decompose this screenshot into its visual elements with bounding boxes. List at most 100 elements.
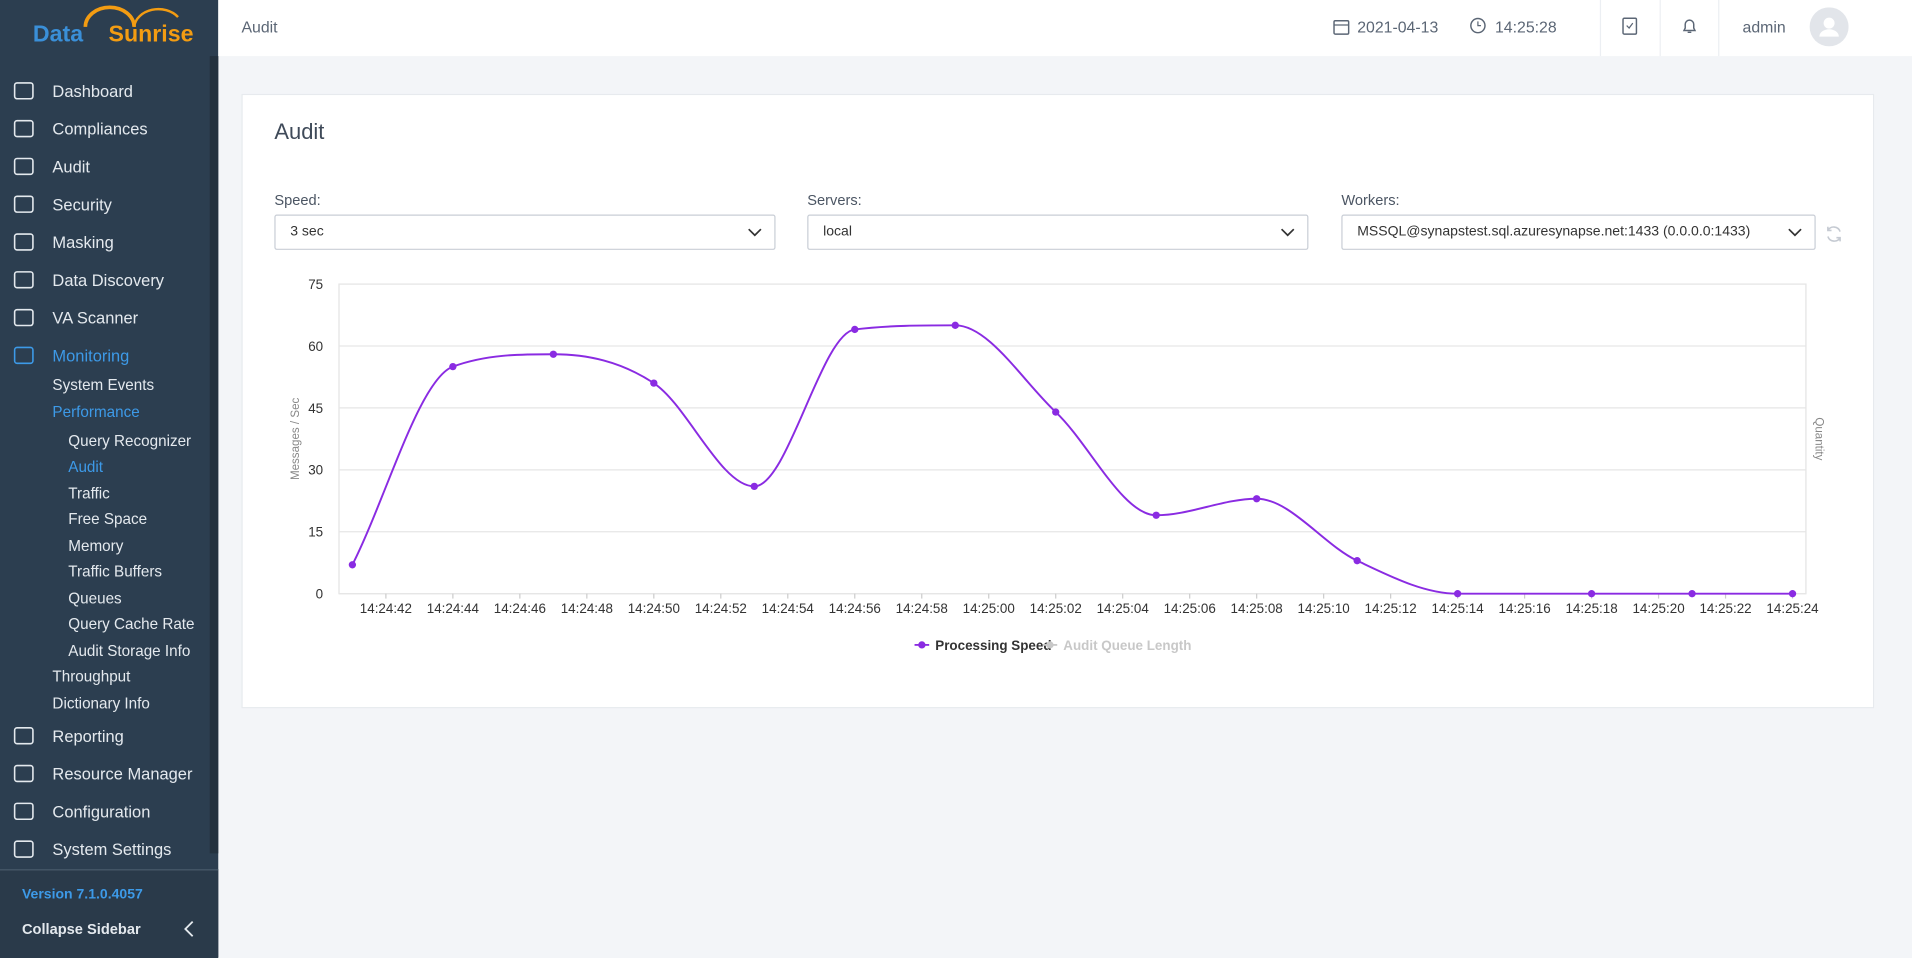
chevron <box>748 228 762 237</box>
logo: Data Sunrise <box>33 5 194 46</box>
filter-label: Servers: <box>807 191 862 209</box>
header: Audit 2021-04-13 14:25:28 admin <box>218 0 1912 57</box>
plot-border <box>338 283 1807 595</box>
tasks-icon[interactable] <box>1622 16 1638 36</box>
menu-item[interactable]: Throughput <box>52 668 131 686</box>
y-tick-label: 30 <box>308 463 323 478</box>
icon-shape <box>13 157 34 176</box>
point <box>1152 511 1160 519</box>
card: Audit Speed: 3 sec Servers: local Workers: MS… <box>241 93 1875 709</box>
menu-item[interactable]: Monitoring <box>52 346 130 366</box>
select[interactable]: MSSQL@synapstest.sql.azuresynapse.net:14… <box>1341 214 1816 250</box>
x-tick-label: 14:25:22 <box>1699 601 1751 616</box>
point <box>1052 408 1060 416</box>
select-value: MSSQL@synapstest.sql.azuresynapse.net:14… <box>1357 224 1751 239</box>
x-tick-label: 14:24:48 <box>561 601 613 616</box>
menu-icon <box>13 82 34 100</box>
menu-item[interactable]: Traffic Buffers <box>68 563 163 581</box>
point <box>851 325 859 334</box>
point <box>549 350 557 358</box>
x-tick-label: 14:24:42 <box>360 601 412 616</box>
clock-icon <box>1470 17 1486 34</box>
menu-icon <box>13 308 34 327</box>
point <box>650 379 658 387</box>
series-line <box>351 324 1793 595</box>
logo-text: Sunrise <box>109 20 194 46</box>
menu-item[interactable]: Memory <box>68 537 124 555</box>
logo-arc <box>83 5 136 27</box>
menu-icon <box>13 233 34 251</box>
icon-shape <box>1682 19 1697 34</box>
menu-item[interactable]: Free Space <box>68 510 148 528</box>
x-tick-label: 14:25:10 <box>1298 601 1350 616</box>
avatar[interactable] <box>1809 7 1849 47</box>
menu-item[interactable]: System Settings <box>52 839 172 859</box>
x-tick-label: 14:25:18 <box>1565 601 1617 616</box>
menu-item[interactable]: Reporting <box>52 726 124 745</box>
x-tick-label: 14:24:50 <box>628 601 680 616</box>
icon-shape <box>13 346 34 365</box>
menu-item[interactable]: Audit <box>68 458 104 476</box>
chevron <box>1280 228 1295 237</box>
x-tick-label: 14:24:46 <box>494 601 546 616</box>
menu-item[interactable]: Compliances <box>52 120 148 139</box>
separator <box>1718 0 1720 57</box>
menu-item[interactable]: Audit Storage Info <box>68 641 191 659</box>
x-tick-label: 14:25:04 <box>1097 601 1150 616</box>
bell-icon[interactable] <box>1682 17 1698 35</box>
y2-axis-label: Quantity <box>1813 417 1825 460</box>
x-tick-label: 14:25:08 <box>1231 601 1283 616</box>
collapse-sidebar[interactable]: Collapse Sidebar <box>21 920 141 938</box>
chevron-path <box>1788 228 1802 237</box>
filter-label: Workers: <box>1341 191 1400 209</box>
menu-item[interactable]: Audit <box>52 157 90 177</box>
menu-item[interactable]: Resource Manager <box>52 764 193 783</box>
x-tick-label: 14:25:02 <box>1030 601 1082 616</box>
icon-shape <box>13 119 34 138</box>
icon-shape <box>13 726 34 744</box>
icon-shape <box>1477 21 1481 27</box>
menu-item[interactable]: System Events <box>52 376 155 394</box>
separator <box>1659 0 1661 57</box>
menu-item[interactable]: Dictionary Info <box>52 694 150 712</box>
menu-item[interactable]: Configuration <box>52 802 151 821</box>
menu-item[interactable]: Performance <box>52 402 140 420</box>
menu-item[interactable]: Dashboard <box>52 82 133 101</box>
select-value: 3 sec <box>290 224 324 239</box>
refresh-icon[interactable] <box>1824 224 1844 244</box>
icon-shape <box>13 801 34 820</box>
menu-icon <box>13 271 34 289</box>
select[interactable]: local <box>807 214 1309 250</box>
x-tick-label: 14:25:20 <box>1632 601 1684 616</box>
x-tick-label: 14:25:00 <box>963 601 1015 616</box>
menu-item[interactable]: Traffic <box>68 484 110 502</box>
menu-icon <box>13 801 34 820</box>
icon-shape <box>13 308 34 327</box>
x-tick-label: 14:25:12 <box>1365 601 1417 616</box>
menu-item[interactable]: Queues <box>68 589 122 607</box>
icon-shape <box>1622 17 1638 35</box>
point <box>1688 590 1696 598</box>
x-tick-label: 14:24:52 <box>695 601 747 616</box>
user-name[interactable]: admin <box>1742 17 1786 36</box>
logo-text: Data <box>33 20 84 46</box>
menu-item[interactable]: Masking <box>52 233 114 252</box>
collapse-icon[interactable] <box>180 919 197 939</box>
menu-item[interactable]: Query Recognizer <box>68 432 192 450</box>
x-tick-label: 14:24:54 <box>762 601 815 616</box>
menu-item[interactable]: Query Cache Rate <box>68 615 195 633</box>
legend-label: Processing Speed <box>935 638 1051 653</box>
menu-item[interactable]: Security <box>52 195 112 214</box>
legend-marker <box>918 641 926 649</box>
sidebar: Data Sunrise Version 7.1.0.4057 Collapse… <box>0 0 219 958</box>
legend-label: Audit Queue Length <box>1063 638 1191 653</box>
select[interactable]: 3 sec <box>274 214 776 250</box>
menu-item[interactable]: Data Discovery <box>52 271 165 290</box>
x-tick-label: 14:25:14 <box>1432 601 1485 616</box>
chevron-path <box>748 228 762 237</box>
version: Version 7.1.0.4057 <box>21 887 143 903</box>
separator <box>1599 0 1602 57</box>
menu-item[interactable]: VA Scanner <box>52 309 139 328</box>
icon-shape <box>13 82 34 100</box>
x-tick-label: 14:25:24 <box>1766 601 1819 616</box>
